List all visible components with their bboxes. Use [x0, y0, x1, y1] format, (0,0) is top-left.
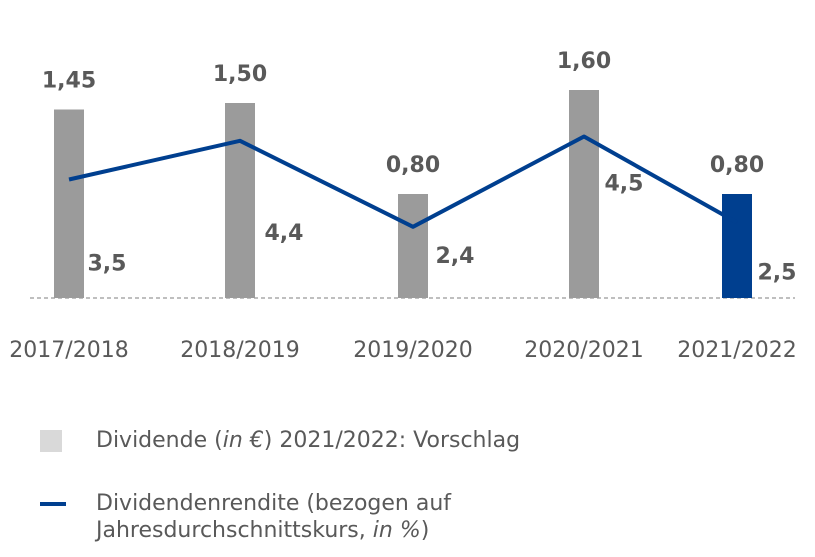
yield-value-label: 3,5	[88, 252, 127, 277]
bar-value-label: 0,80	[386, 153, 440, 178]
yield-value-label: 4,5	[605, 172, 644, 197]
x-tick-label: 2021/2022	[677, 338, 796, 363]
x-tick-label: 2020/2021	[524, 338, 643, 363]
bar-2020-2021	[569, 90, 599, 298]
legend-swatch-bar	[40, 430, 62, 452]
yield-value-label: 2,5	[758, 261, 797, 286]
x-tick-label: 2019/2020	[353, 338, 472, 363]
x-tick-label: 2017/2018	[9, 338, 128, 363]
bar-2019-2020	[398, 194, 428, 298]
bar-2021-2022	[722, 194, 752, 298]
bar-value-label: 1,45	[42, 69, 96, 94]
legend-label-dividend: Dividende (in €) 2021/2022: Vorschlag	[96, 428, 521, 453]
x-tick-label: 2018/2019	[180, 338, 299, 363]
bar-value-label: 0,80	[710, 153, 764, 178]
legend-swatch-line	[40, 502, 66, 506]
bar-2018-2019	[225, 103, 255, 298]
bar-value-label: 1,50	[213, 62, 267, 87]
bar-value-label: 1,60	[557, 49, 611, 74]
legend-label-yield: Dividendenrendite (bezogen auf Jahresdur…	[96, 491, 452, 543]
bar-2017-2018	[54, 109, 84, 298]
dividend-chart: 1,45 2017/2018 1,50 2018/2019 0,80 2019/2020 1…	[9, 49, 797, 363]
yield-value-label: 2,4	[436, 244, 475, 269]
yield-value-label: 4,4	[265, 221, 304, 246]
